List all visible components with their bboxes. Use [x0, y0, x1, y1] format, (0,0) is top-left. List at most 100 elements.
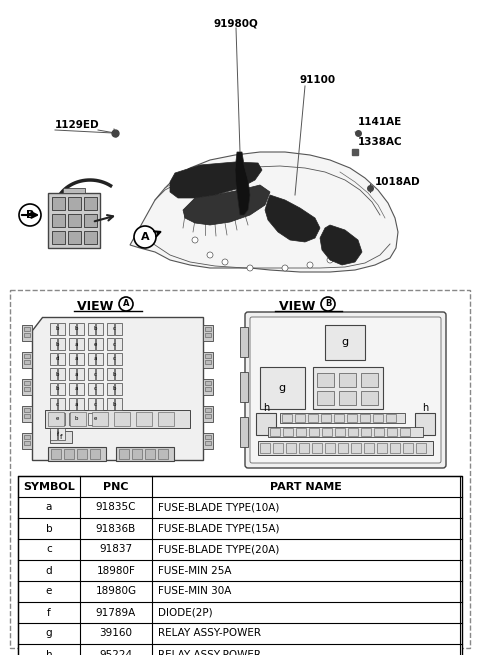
Text: b: b	[46, 523, 52, 534]
Text: c: c	[94, 371, 97, 377]
Text: b: b	[113, 402, 116, 407]
Bar	[273, 443, 283, 453]
Bar	[299, 443, 309, 453]
Text: A: A	[123, 299, 129, 309]
Bar	[88, 338, 95, 350]
Bar	[50, 353, 57, 365]
Bar	[158, 449, 168, 459]
Bar	[205, 414, 211, 418]
Bar	[107, 368, 114, 380]
Bar	[52, 214, 65, 227]
Text: h: h	[263, 403, 269, 413]
Bar	[58, 428, 65, 440]
Bar	[22, 325, 32, 341]
Bar	[84, 197, 97, 210]
Bar	[107, 398, 114, 410]
Bar	[313, 367, 383, 409]
Bar	[50, 338, 57, 350]
Bar	[351, 443, 361, 453]
Text: FUSE-BLADE TYPE(15A): FUSE-BLADE TYPE(15A)	[158, 523, 279, 534]
Bar	[50, 368, 57, 380]
Text: a: a	[75, 341, 78, 346]
Bar	[203, 352, 213, 368]
Bar	[260, 443, 270, 453]
Bar	[386, 414, 396, 422]
Bar	[240, 372, 248, 402]
Bar	[58, 368, 65, 380]
Bar	[256, 413, 276, 435]
Bar	[339, 373, 356, 387]
Bar	[240, 327, 248, 357]
Text: e: e	[46, 586, 52, 597]
Bar	[317, 373, 334, 387]
Bar	[308, 414, 318, 422]
Bar	[77, 398, 84, 410]
Bar	[96, 368, 103, 380]
Text: SYMBOL: SYMBOL	[23, 481, 75, 491]
Bar	[325, 325, 365, 360]
Circle shape	[19, 204, 41, 226]
Text: g: g	[46, 629, 52, 639]
Bar	[24, 360, 30, 364]
Circle shape	[134, 226, 156, 248]
Text: d: d	[56, 356, 59, 362]
Text: b: b	[94, 326, 97, 331]
Bar	[116, 447, 174, 461]
Bar	[136, 412, 152, 426]
Bar	[115, 353, 122, 365]
Bar	[45, 410, 190, 428]
Bar	[24, 327, 30, 331]
Text: FUSE-MIN 30A: FUSE-MIN 30A	[158, 586, 231, 597]
Circle shape	[327, 257, 333, 263]
Bar	[364, 443, 374, 453]
Bar	[107, 338, 114, 350]
Bar	[24, 354, 30, 358]
Bar	[312, 443, 322, 453]
Text: 91835C: 91835C	[96, 502, 136, 512]
Bar	[22, 433, 32, 449]
Bar	[58, 383, 65, 395]
Bar	[48, 447, 106, 461]
Bar	[348, 428, 358, 436]
Bar	[77, 338, 84, 350]
Bar	[280, 413, 405, 423]
Bar	[203, 406, 213, 422]
Text: 1338AC: 1338AC	[358, 137, 403, 147]
Text: c: c	[94, 386, 97, 392]
Text: 91837: 91837	[99, 544, 132, 555]
Bar	[334, 414, 344, 422]
Bar	[96, 383, 103, 395]
Bar	[205, 327, 211, 331]
Bar	[335, 428, 345, 436]
Bar	[24, 381, 30, 385]
Bar	[158, 412, 174, 426]
Bar	[115, 383, 122, 395]
Bar	[377, 443, 387, 453]
Text: FUSE-MIN 25A: FUSE-MIN 25A	[158, 565, 231, 576]
Bar	[77, 353, 84, 365]
Polygon shape	[183, 185, 270, 225]
Text: PART NAME: PART NAME	[270, 481, 342, 491]
Text: 1141AE: 1141AE	[358, 117, 402, 127]
Bar	[309, 428, 319, 436]
Bar	[321, 414, 331, 422]
Bar	[347, 414, 357, 422]
Text: FUSE-BLADE TYPE(20A): FUSE-BLADE TYPE(20A)	[158, 544, 279, 555]
Bar	[18, 476, 462, 655]
Bar	[205, 360, 211, 364]
Bar	[317, 391, 334, 405]
Text: B: B	[26, 210, 34, 220]
Text: a: a	[75, 402, 78, 407]
Bar	[69, 413, 76, 425]
Bar	[107, 383, 114, 395]
Text: 95224: 95224	[99, 650, 132, 655]
Text: b: b	[56, 371, 59, 377]
Text: a: a	[94, 356, 97, 362]
Bar	[24, 435, 30, 439]
Bar	[58, 323, 65, 335]
Bar	[132, 449, 142, 459]
Bar	[88, 323, 95, 335]
Text: b: b	[113, 386, 116, 392]
Text: e: e	[94, 341, 97, 346]
Bar	[92, 412, 108, 426]
